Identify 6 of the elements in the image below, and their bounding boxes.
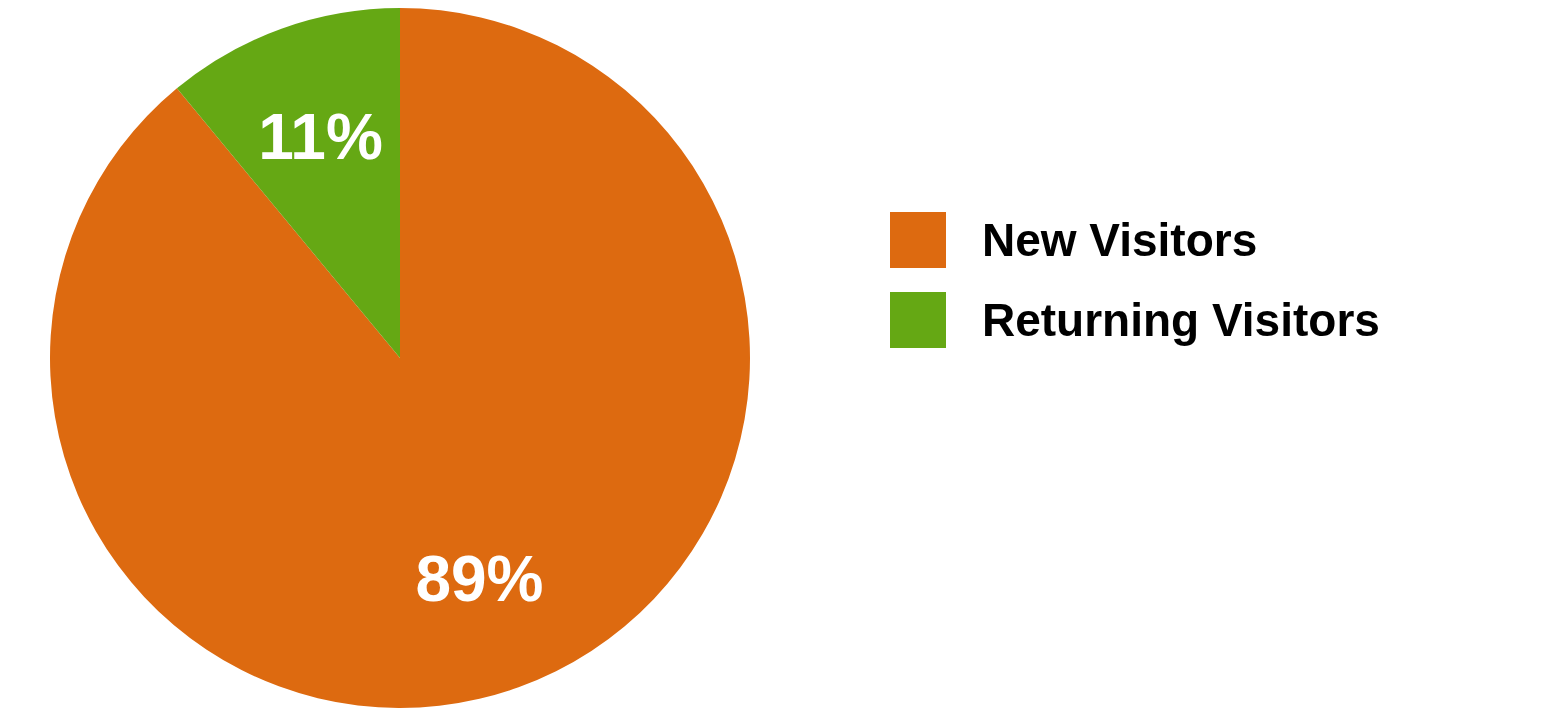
data-label: 89%	[415, 542, 544, 615]
legend-label: Returning Visitors	[982, 294, 1380, 346]
legend-label: New Visitors	[982, 214, 1258, 266]
data-label: 11%	[258, 101, 383, 174]
pie-slice	[50, 8, 750, 708]
pie-slice	[176, 8, 400, 358]
